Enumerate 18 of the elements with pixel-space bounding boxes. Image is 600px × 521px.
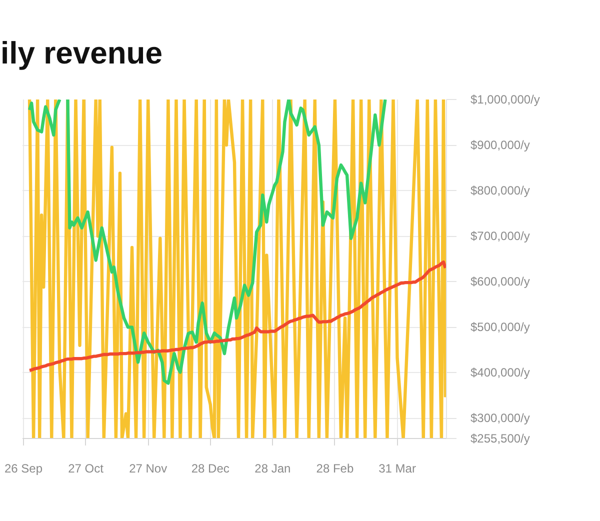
y-tick-label: $400,000/y	[470, 366, 530, 380]
y-tick-label: $600,000/y	[470, 274, 530, 289]
x-tick-label: 28 Dec	[191, 462, 230, 476]
x-tick-label: 28 Jan	[254, 462, 291, 476]
line-series	[28, 260, 446, 372]
x-tick-label: 26 Sep	[4, 462, 43, 476]
y-tick-label: $900,000/y	[470, 138, 530, 152]
y-tick-label: $255,500/y	[470, 432, 530, 446]
x-tick-label: 27 Oct	[68, 462, 104, 476]
y-tick-label: $800,000/y	[470, 184, 530, 198]
y-tick-label: $500,000/y	[470, 320, 530, 334]
y-tick-label: $700,000/y	[470, 229, 530, 244]
chart-title: ily revenue	[0, 36, 162, 70]
y-tick-label: $1,000,000/y	[470, 92, 540, 106]
x-tick-label: 31 Mar	[378, 462, 416, 476]
y-tick-label: $300,000/y	[470, 411, 530, 426]
x-tick-label: 27 Nov	[129, 462, 168, 476]
x-tick-label: 28 Feb	[316, 462, 354, 476]
